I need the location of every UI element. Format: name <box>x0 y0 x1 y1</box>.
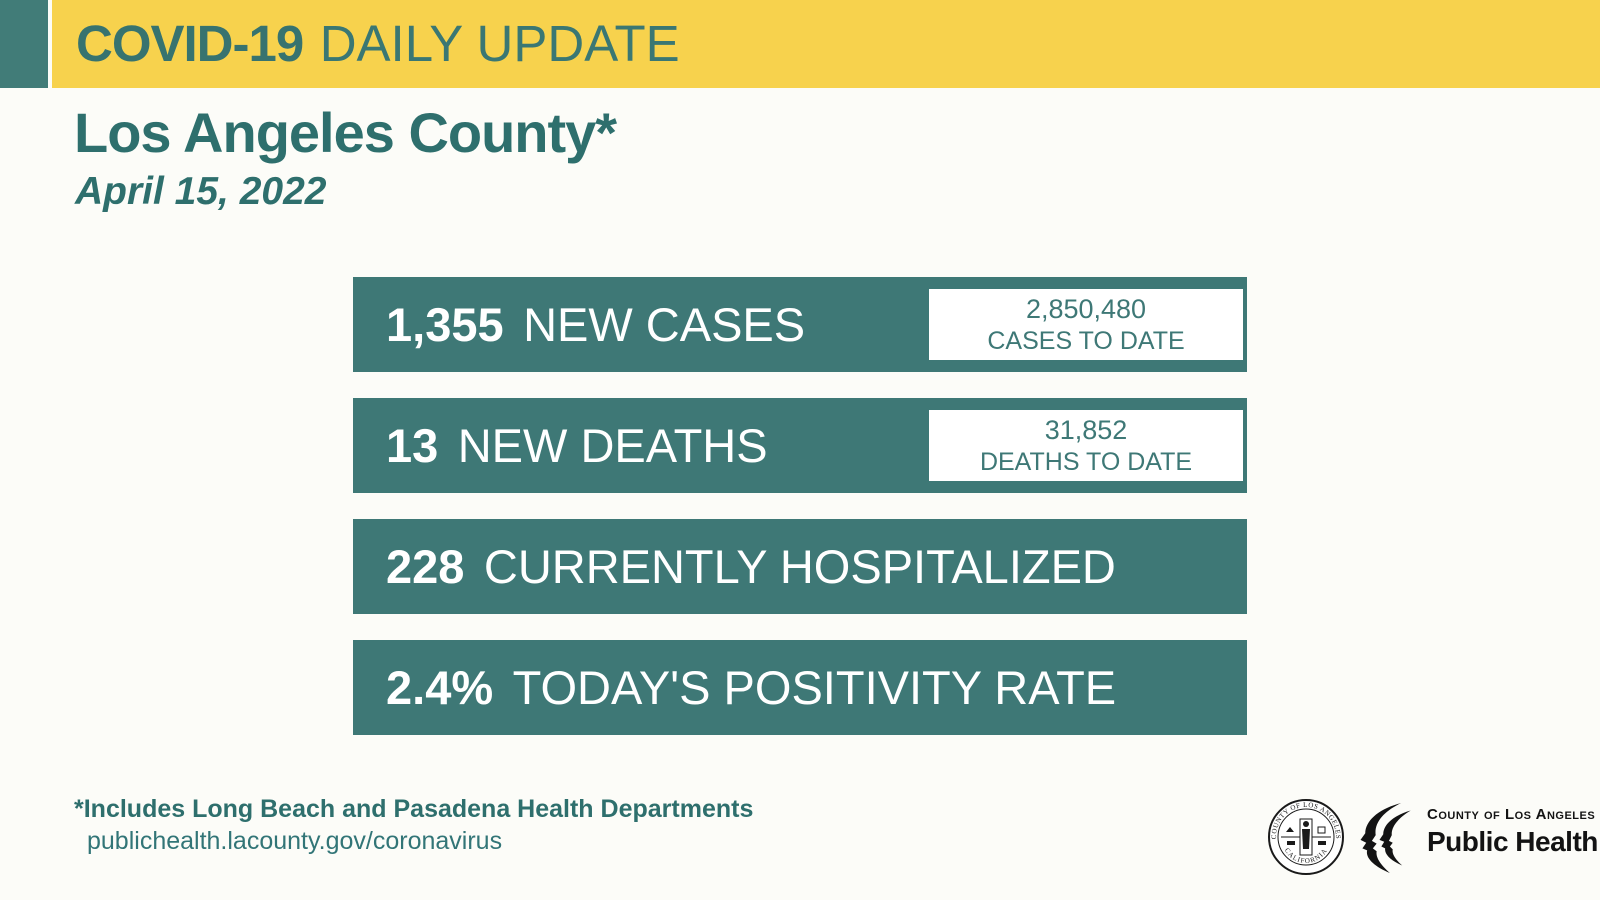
date-text: April 15, 2022 <box>75 170 327 213</box>
new-deaths-label: NEW DEATHS <box>457 419 768 472</box>
cases-to-date-box: 2,850,480 CASES TO DATE <box>925 285 1247 364</box>
stats-list: 1,355 NEW CASES 2,850,480 CASES TO DATE … <box>353 277 1247 761</box>
cases-to-date-value: 2,850,480 <box>1025 294 1147 325</box>
stat-bar-positivity-rate: 2.4% TODAY'S POSITIVITY RATE <box>353 640 1247 735</box>
public-health-logo-name: Public Health <box>1427 826 1598 857</box>
banner-title-daily-update: DAILY UPDATE <box>319 15 680 72</box>
public-health-faces-icon <box>1360 802 1411 874</box>
deaths-to-date-value: 31,852 <box>1044 415 1128 446</box>
positivity-rate-value: 2.4% <box>386 661 494 714</box>
stat-bar-hospitalized: 228 CURRENTLY HOSPITALIZED <box>353 519 1247 614</box>
positivity-rate-label: TODAY'S POSITIVITY RATE <box>512 661 1117 714</box>
hospitalized-value: 228 <box>386 540 465 593</box>
banner-title-covid: COVID-19 <box>76 15 304 72</box>
la-county-seal-icon: COUNTY OF LOS ANGELES CALIFORNIA <box>1268 799 1344 875</box>
top-banner: COVID-19 DAILY UPDATE <box>52 0 1600 88</box>
cases-to-date-label: CASES TO DATE <box>987 326 1185 355</box>
banner-accent-square <box>0 0 48 88</box>
page-title: Los Angeles County* <box>74 101 617 164</box>
deaths-to-date-box: 31,852 DEATHS TO DATE <box>925 406 1247 485</box>
stat-bar-new-cases: 1,355 NEW CASES 2,850,480 CASES TO DATE <box>353 277 1247 372</box>
footnote-text: *Includes Long Beach and Pasadena Health… <box>74 795 754 823</box>
public-health-logo-county-line: County of Los Angeles <box>1427 806 1596 823</box>
website-url: publichealth.lacounty.gov/coronavirus <box>87 827 503 855</box>
hospitalized-label: CURRENTLY HOSPITALIZED <box>483 540 1116 593</box>
new-cases-value: 1,355 <box>386 298 504 351</box>
public-health-logo-text: County of Los Angeles Public Health <box>1427 806 1598 858</box>
new-cases-label: NEW CASES <box>523 298 806 351</box>
new-deaths-value: 13 <box>386 419 439 472</box>
deaths-to-date-label: DEATHS TO DATE <box>979 447 1193 476</box>
stat-bar-new-deaths: 13 NEW DEATHS 31,852 DEATHS TO DATE <box>353 398 1247 493</box>
